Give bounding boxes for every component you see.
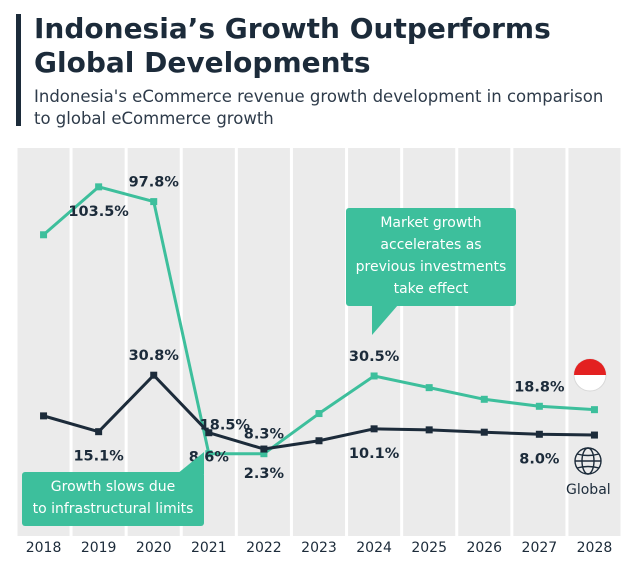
column-band-2025 [403, 148, 456, 536]
data-point-indonesia [95, 183, 103, 191]
callout-market-growth-line: Market growth [380, 215, 482, 231]
x-tick-label: 2019 [81, 540, 117, 556]
data-label: 30.5% [349, 349, 400, 365]
data-label: 8.3% [244, 427, 285, 443]
x-tick-label: 2027 [522, 540, 558, 556]
x-tick-label: 2028 [577, 540, 613, 556]
column-band-2023 [292, 148, 346, 536]
callout-market-growth-line: take effect [393, 281, 469, 297]
column-band-2027 [513, 148, 566, 536]
column-band-2020 [127, 148, 180, 536]
x-tick-label: 2023 [301, 540, 337, 556]
title-accent-bar [16, 14, 21, 126]
data-point-global [150, 371, 158, 379]
data-point-indonesia [150, 198, 158, 206]
column-band-2026 [458, 148, 511, 536]
data-label: 2.3% [244, 466, 285, 482]
data-label: 15.1% [73, 449, 124, 465]
column-band-2018 [17, 148, 70, 536]
data-point-indonesia [370, 372, 378, 380]
column-band-2019 [72, 148, 125, 536]
data-point-indonesia [535, 402, 543, 410]
data-point-global [425, 426, 433, 434]
x-tick-label: 2021 [191, 540, 227, 556]
data-point-global [590, 431, 598, 439]
chart-title: Indonesia’s Growth Outperforms Global De… [34, 12, 551, 79]
callout-growth-slows-line: Growth slows due [50, 479, 176, 495]
data-point-global [535, 430, 543, 438]
data-point-global [370, 425, 378, 433]
x-tick-label: 2026 [466, 540, 502, 556]
x-tick-label: 2018 [26, 540, 62, 556]
data-point-indonesia [260, 450, 268, 458]
data-label: 8.0% [519, 451, 560, 467]
data-point-indonesia [205, 450, 213, 458]
callout-market-growth-tail [372, 305, 398, 335]
callout-growth-slows: Growth slows due to infrastructural limi… [22, 472, 204, 526]
data-point-global [260, 445, 268, 453]
callout-market-growth: Market growth accelerates as previous in… [346, 208, 516, 306]
data-label: 18.5% [200, 418, 251, 434]
x-tick-label: 2020 [136, 540, 172, 556]
legend-global-label: Global [566, 482, 611, 498]
chart-subtitle: Indonesia's eCommerce revenue growth dev… [34, 87, 604, 128]
column-band-2028 [568, 148, 621, 536]
data-point-global [315, 437, 323, 445]
x-tick-label: 2025 [411, 540, 447, 556]
data-point-indonesia [480, 395, 488, 403]
callout-growth-slows-tail [177, 452, 204, 474]
data-point-global [205, 429, 213, 437]
data-point-indonesia [40, 231, 48, 239]
data-point-indonesia [425, 384, 433, 392]
x-tick-label: 2022 [246, 540, 282, 556]
column-band-2024 [348, 148, 401, 536]
data-point-indonesia [315, 410, 323, 418]
data-label: 97.8% [129, 175, 180, 191]
column-band-2022 [237, 148, 290, 536]
data-label: 18.8% [514, 379, 565, 395]
callout-market-growth-line: previous investments [355, 259, 507, 275]
data-point-global [480, 428, 488, 436]
data-label: 10.1% [349, 446, 400, 462]
data-point-global [95, 428, 103, 436]
callout-market-growth-line: accelerates as [380, 237, 482, 253]
data-label: 103.5% [68, 204, 129, 220]
callout-growth-slows-line: to infrastructural limits [32, 501, 194, 517]
data-point-global [40, 412, 48, 420]
data-label: 30.8% [129, 348, 180, 364]
x-tick-label: 2024 [356, 540, 392, 556]
data-point-indonesia [590, 406, 598, 414]
